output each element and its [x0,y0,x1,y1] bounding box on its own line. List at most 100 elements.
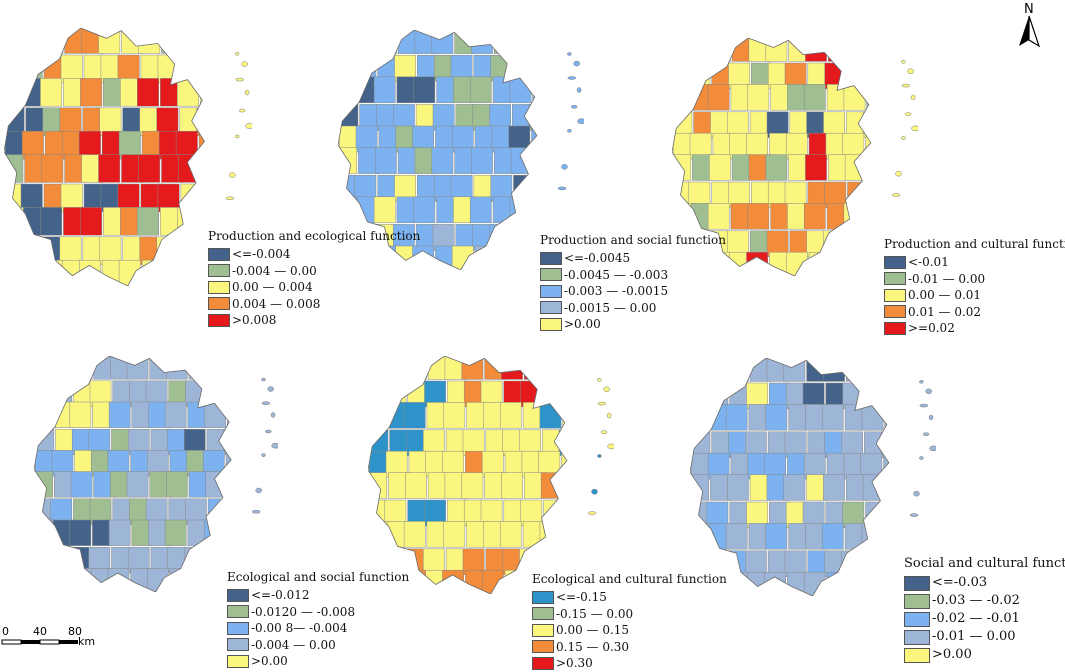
county-region [196,107,205,136]
province-border [34,356,232,592]
legend-title: Social and cultural function [904,556,1065,571]
county-region [161,28,184,54]
county-region [865,382,887,410]
county-region [846,358,868,382]
county-region [540,472,563,499]
county-region [78,259,101,286]
island [597,454,602,458]
county-region [69,401,92,428]
province-border [368,356,568,594]
county-region [499,521,522,548]
county-region [41,154,64,183]
county-region [860,571,883,596]
county-region [98,154,121,183]
county-region [710,358,732,382]
north-label: N [1024,2,1034,17]
county-region [805,154,827,181]
county-region [692,38,714,62]
county-region [727,474,749,501]
scale-bar: 0 40 80 km [1,626,95,648]
county-region [690,358,710,382]
county-region [98,28,121,54]
legend-swatch [540,268,562,282]
county-region [226,401,232,428]
island [607,443,614,450]
county-region [195,154,205,183]
county-region [539,402,562,429]
county-region [709,154,731,181]
legend-item: <=-0.0045 [540,250,726,267]
county-region [368,356,388,380]
county-region [883,452,889,480]
county-region [561,450,567,478]
county-region [524,356,546,380]
island [561,164,568,170]
scale-unit: km [78,635,95,648]
island [591,488,598,495]
county-region [21,259,44,286]
county-region [558,429,567,456]
county-region [862,111,871,138]
island [577,118,584,124]
county-region [841,550,863,577]
province-border [672,38,872,276]
county-region [80,207,103,236]
scale-segment-white-1 [1,639,22,645]
county-region [195,28,205,54]
county-region [844,154,867,181]
county-region [821,404,844,431]
county-region [405,472,427,499]
legend-label: <-0.01 [908,255,949,270]
island [919,403,929,408]
county-region [375,30,397,54]
county-region [166,356,188,380]
county-region [842,251,865,276]
county-region [34,356,53,380]
county-region [34,380,56,407]
island [238,108,246,113]
legend-item: <=-0.03 [904,574,1065,592]
legend-label: 0.15 — 0.30 [556,639,630,654]
island [895,170,902,177]
legend-item: <=-0.012 [227,587,409,604]
north-arrow-left [1019,16,1029,46]
legend-item: >0.00 [540,316,726,333]
county-region [69,519,92,546]
county-region [358,30,380,54]
county-region [828,38,850,62]
legend-swatch [904,593,930,609]
county-region [179,236,202,265]
county-region [528,104,537,131]
county-region [527,30,537,54]
legend-item: 0.15 — 0.30 [532,639,727,656]
county-region [137,78,159,107]
county-region [70,356,93,380]
county-region [4,154,24,183]
county-region [223,428,232,456]
county-region [55,546,77,574]
county-region [783,358,806,382]
island [600,430,608,434]
island [570,105,578,109]
island [567,52,572,56]
legend-label: >0.008 [232,313,277,328]
island [244,89,250,96]
county-region [469,196,492,224]
map-production-social [338,30,584,270]
island [891,193,901,197]
county-region [413,76,436,104]
county-region [765,38,788,62]
island [904,112,912,116]
legend-item: <=-0.004 [208,246,420,263]
county-region [866,203,871,230]
island [557,186,567,191]
county-region [405,356,427,380]
island [225,196,235,201]
county-region [530,54,537,82]
legend-label: -0.02 — -0.01 [932,611,1020,626]
county-region [510,30,533,54]
scale-tick-80: 80 [68,626,82,638]
county-region [864,62,871,90]
county-region [403,402,426,429]
island [911,125,918,132]
